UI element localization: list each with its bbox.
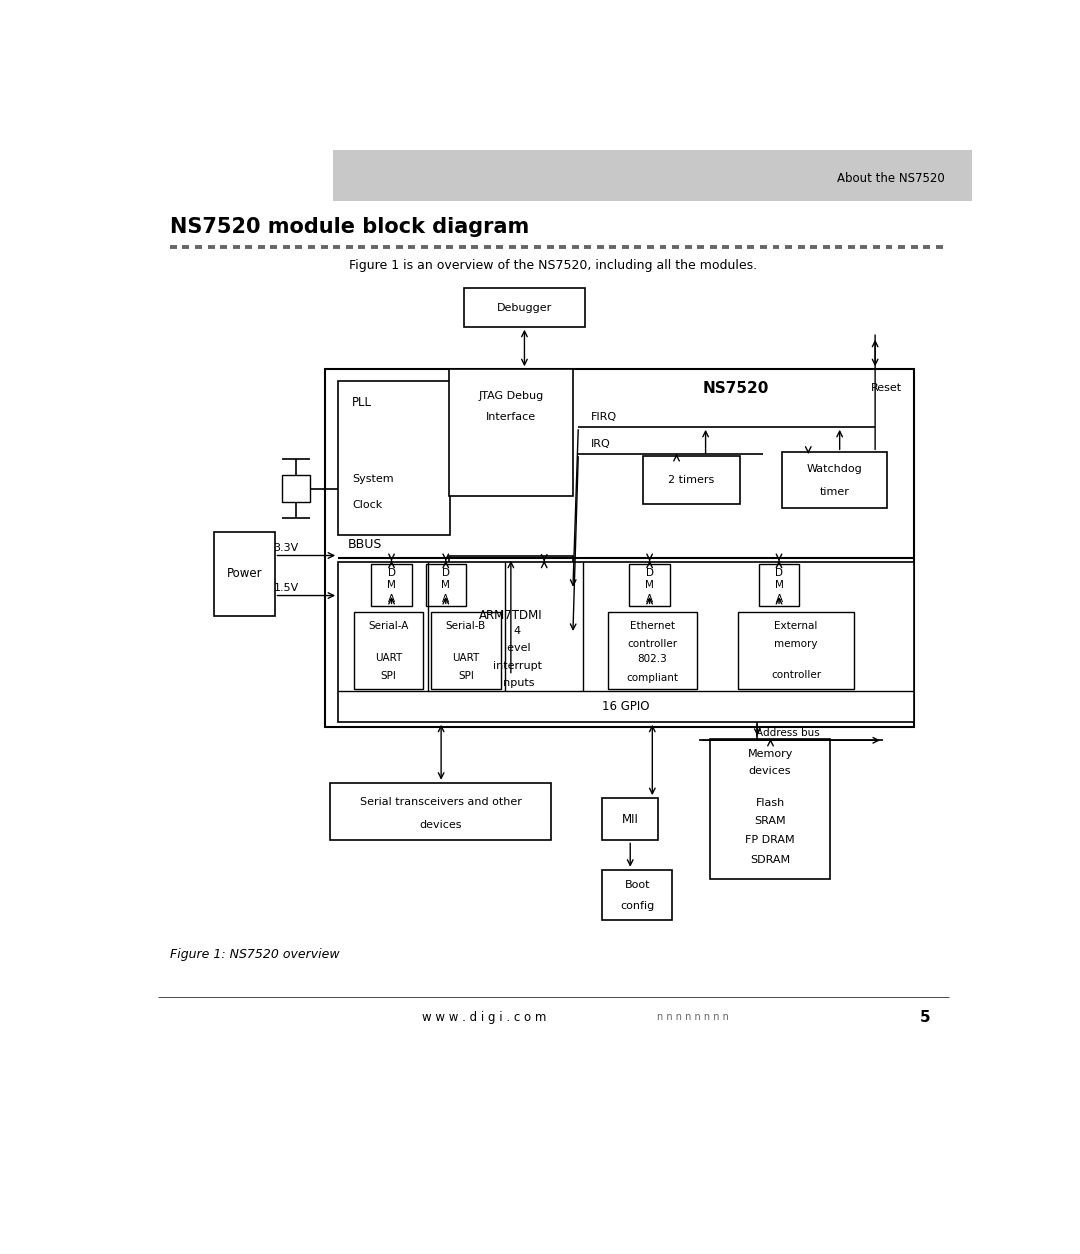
Text: SPI: SPI (380, 671, 396, 681)
Text: A: A (646, 593, 653, 603)
Text: inputs: inputs (500, 678, 535, 688)
Text: External: External (774, 621, 818, 631)
Text: NS7520: NS7520 (702, 381, 769, 396)
Text: JTAG Debug: JTAG Debug (478, 391, 543, 401)
FancyBboxPatch shape (710, 739, 831, 879)
Text: Serial-B: Serial-B (446, 621, 486, 631)
Text: 16 GPIO: 16 GPIO (603, 700, 650, 714)
Text: memory: memory (774, 640, 818, 650)
Text: D: D (388, 568, 395, 578)
FancyBboxPatch shape (333, 150, 972, 202)
Text: compliant: compliant (626, 673, 678, 683)
Text: FP DRAM: FP DRAM (745, 835, 795, 845)
FancyBboxPatch shape (643, 456, 740, 504)
Text: A: A (442, 593, 449, 603)
Text: Serial transceivers and other: Serial transceivers and other (360, 796, 522, 806)
FancyBboxPatch shape (431, 612, 501, 688)
Text: A: A (775, 593, 783, 603)
Text: 802.3: 802.3 (637, 655, 667, 665)
Text: UART: UART (453, 653, 480, 663)
Text: 5: 5 (920, 1009, 931, 1025)
Text: Flash: Flash (756, 799, 785, 809)
Text: UART: UART (375, 653, 402, 663)
FancyBboxPatch shape (330, 782, 551, 840)
Text: BBUS: BBUS (348, 538, 382, 552)
Text: M: M (442, 581, 450, 591)
Text: Debugger: Debugger (497, 302, 552, 312)
Text: M: M (774, 581, 783, 591)
Text: Figure 1: NS7520 overview: Figure 1: NS7520 overview (170, 948, 339, 961)
Text: M: M (645, 581, 654, 591)
Text: A: A (388, 593, 395, 603)
Text: ARM7TDMI: ARM7TDMI (480, 609, 542, 622)
FancyBboxPatch shape (372, 564, 411, 607)
Text: 3.3V: 3.3V (273, 543, 299, 553)
Text: 4: 4 (513, 626, 521, 636)
Text: MII: MII (622, 813, 638, 825)
Text: Address bus: Address bus (756, 727, 820, 737)
Text: config: config (620, 900, 654, 910)
FancyBboxPatch shape (608, 612, 697, 688)
FancyBboxPatch shape (449, 369, 572, 497)
Text: Clock: Clock (352, 500, 382, 510)
Text: System: System (352, 474, 393, 484)
FancyBboxPatch shape (464, 288, 584, 327)
FancyBboxPatch shape (353, 612, 423, 688)
Text: interrupt: interrupt (492, 661, 541, 671)
Text: Ethernet: Ethernet (630, 621, 675, 631)
Text: 1.5V: 1.5V (273, 583, 299, 593)
Text: Serial-A: Serial-A (368, 621, 408, 631)
Text: IRQ: IRQ (591, 439, 610, 449)
Text: Figure 1 is an overview of the NS7520, including all the modules.: Figure 1 is an overview of the NS7520, i… (350, 258, 757, 272)
FancyBboxPatch shape (759, 564, 799, 607)
Text: Power: Power (227, 568, 262, 581)
Text: NS7520 module block diagram: NS7520 module block diagram (170, 217, 529, 237)
Text: SPI: SPI (458, 671, 474, 681)
Text: D: D (442, 568, 449, 578)
FancyBboxPatch shape (449, 557, 572, 676)
Text: controller: controller (627, 640, 677, 650)
Text: w w w . d i g i . c o m: w w w . d i g i . c o m (421, 1011, 545, 1025)
FancyBboxPatch shape (603, 870, 672, 919)
Text: devices: devices (748, 766, 792, 776)
FancyBboxPatch shape (338, 562, 914, 722)
Text: Boot: Boot (624, 880, 650, 890)
FancyBboxPatch shape (282, 475, 310, 503)
FancyBboxPatch shape (426, 564, 465, 607)
Text: Memory: Memory (747, 749, 793, 759)
FancyBboxPatch shape (338, 381, 450, 534)
Text: controller: controller (771, 670, 821, 680)
Text: FIRQ: FIRQ (591, 411, 617, 421)
Text: About the NS7520: About the NS7520 (837, 172, 945, 184)
FancyBboxPatch shape (325, 369, 914, 727)
Text: D: D (775, 568, 783, 578)
Text: Reset: Reset (872, 384, 902, 394)
FancyBboxPatch shape (603, 798, 658, 840)
FancyBboxPatch shape (630, 564, 670, 607)
Text: Watchdog: Watchdog (807, 464, 862, 474)
Text: level: level (503, 643, 530, 653)
FancyBboxPatch shape (214, 533, 274, 616)
Text: SDRAM: SDRAM (750, 855, 791, 865)
Text: devices: devices (419, 820, 462, 830)
Text: PLL: PLL (352, 396, 372, 409)
Text: Interface: Interface (486, 411, 536, 421)
Text: D: D (646, 568, 653, 578)
FancyBboxPatch shape (782, 453, 887, 508)
Text: timer: timer (820, 488, 849, 498)
Text: SRAM: SRAM (754, 816, 786, 826)
Text: 2 timers: 2 timers (667, 475, 714, 485)
FancyBboxPatch shape (738, 612, 854, 688)
Text: n n n n n n n n: n n n n n n n n (657, 1012, 729, 1022)
Text: M: M (387, 581, 396, 591)
